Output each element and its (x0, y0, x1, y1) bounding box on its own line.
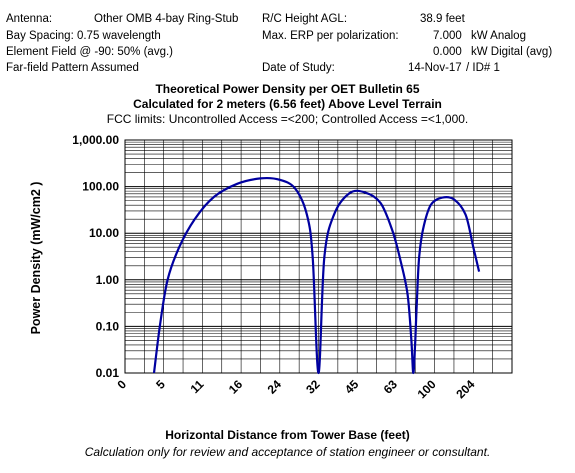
x-tick-label: 32 (303, 377, 323, 397)
erp-digital-value: 0.000 (433, 46, 462, 58)
x-tick-label: 45 (342, 377, 362, 397)
erp-label: Max. ERP per polarization: (262, 30, 399, 42)
erp-analog-value: 7.000 (433, 30, 462, 42)
x-tick-label: 16 (226, 377, 246, 397)
x-tick-label: 0 (114, 377, 129, 392)
x-tick-label: 5 (153, 377, 168, 392)
y-tick-label: 100.00 (82, 180, 119, 194)
y-tick-label: 10.00 (89, 226, 119, 240)
height-label: R/C Height AGL: (262, 13, 348, 25)
y-tick-label: 1,000.00 (72, 133, 119, 147)
y-tick-label: 1.00 (96, 273, 120, 287)
pattern-note: Far-field Pattern Assumed (6, 62, 139, 74)
power-density-line (152, 176, 481, 375)
chart-title: Theoretical Power Density per OET Bullet… (155, 82, 420, 96)
x-tick-label: 24 (265, 377, 285, 397)
disclaimer-footer: Calculation only for review and acceptan… (84, 445, 491, 459)
height-value: 38.9 feet (420, 13, 465, 25)
chart-subtitle: Calculated for 2 meters (6.56 feet) Abov… (133, 97, 442, 111)
erp-digital-unit: kW Digital (avg) (471, 46, 553, 58)
x-tick-label: 204 (453, 377, 477, 401)
antenna-label: Antenna: (6, 13, 53, 25)
x-axis-label: Horizontal Distance from Tower Base (fee… (165, 428, 410, 442)
y-axis-label: Power Density (mW/cm2 ) (29, 182, 43, 335)
date-value: 14-Nov-17 (408, 62, 462, 74)
element-field: Element Field @ -90: 50% (avg.) (6, 46, 173, 58)
erp-analog-unit: kW Analog (471, 30, 526, 42)
bay-spacing: Bay Spacing: 0.75 wavelength (6, 30, 161, 42)
id-value: / ID# 1 (466, 62, 500, 74)
antenna-value: Other OMB 4-bay Ring-Stub (94, 13, 239, 25)
x-tick-labels: 0 5 11 16 24 32 45 63 100 204 (114, 377, 477, 401)
x-tick-label: 100 (415, 377, 439, 401)
chart-grid (124, 140, 513, 374)
x-tick-label: 11 (188, 377, 207, 396)
date-label: Date of Study: (262, 62, 335, 74)
y-tick-label: 0.01 (96, 366, 120, 380)
y-tick-labels: 1,000.00 100.00 10.00 1.00 0.10 0.01 (72, 133, 119, 380)
x-tick-label: 63 (381, 377, 401, 397)
fcc-limits-note: FCC limits: Uncontrolled Access =<200; C… (106, 112, 469, 126)
y-tick-label: 0.10 (96, 319, 120, 333)
